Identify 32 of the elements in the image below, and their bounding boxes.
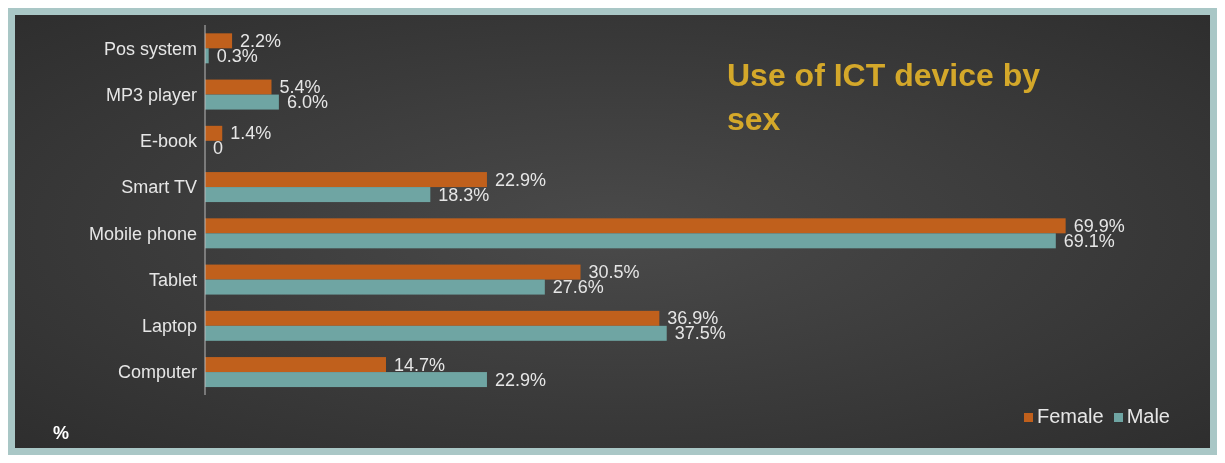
bar (205, 325, 667, 341)
data-label: 1.4% (230, 123, 272, 144)
bar (205, 233, 1056, 249)
y-tick-label: Pos system (103, 38, 197, 59)
data-label: 22.9% (494, 369, 546, 390)
y-tick-label: MP3 player (105, 84, 197, 105)
bar (205, 310, 660, 326)
bar (205, 218, 1066, 234)
bar (205, 79, 272, 95)
bar (205, 187, 431, 203)
bar (205, 357, 386, 373)
text: Use of ICT device by sex (727, 56, 1041, 139)
y-tick-label: Mobile phone (88, 223, 197, 244)
bar (205, 33, 233, 49)
y-tick-label: Smart TV (121, 177, 197, 198)
bar (205, 372, 487, 388)
bar (205, 264, 581, 280)
text: % (53, 423, 70, 444)
bar (205, 125, 223, 141)
bar (205, 94, 279, 110)
bar (205, 279, 545, 295)
data-label: 14.7% (393, 354, 446, 375)
y-tick-label: Computer (117, 362, 198, 383)
y-tick-label: Laptop (141, 316, 197, 337)
legend-label: Female (1036, 405, 1104, 427)
data-label: 18.3% (438, 184, 490, 205)
bar (205, 172, 487, 188)
y-tick-label: E-book (139, 131, 198, 152)
data-label: 22.9% (494, 169, 546, 190)
y-tick-label: Tablet (148, 269, 197, 290)
legend-label: Male (1126, 405, 1170, 427)
data-label: 0 (213, 138, 224, 159)
